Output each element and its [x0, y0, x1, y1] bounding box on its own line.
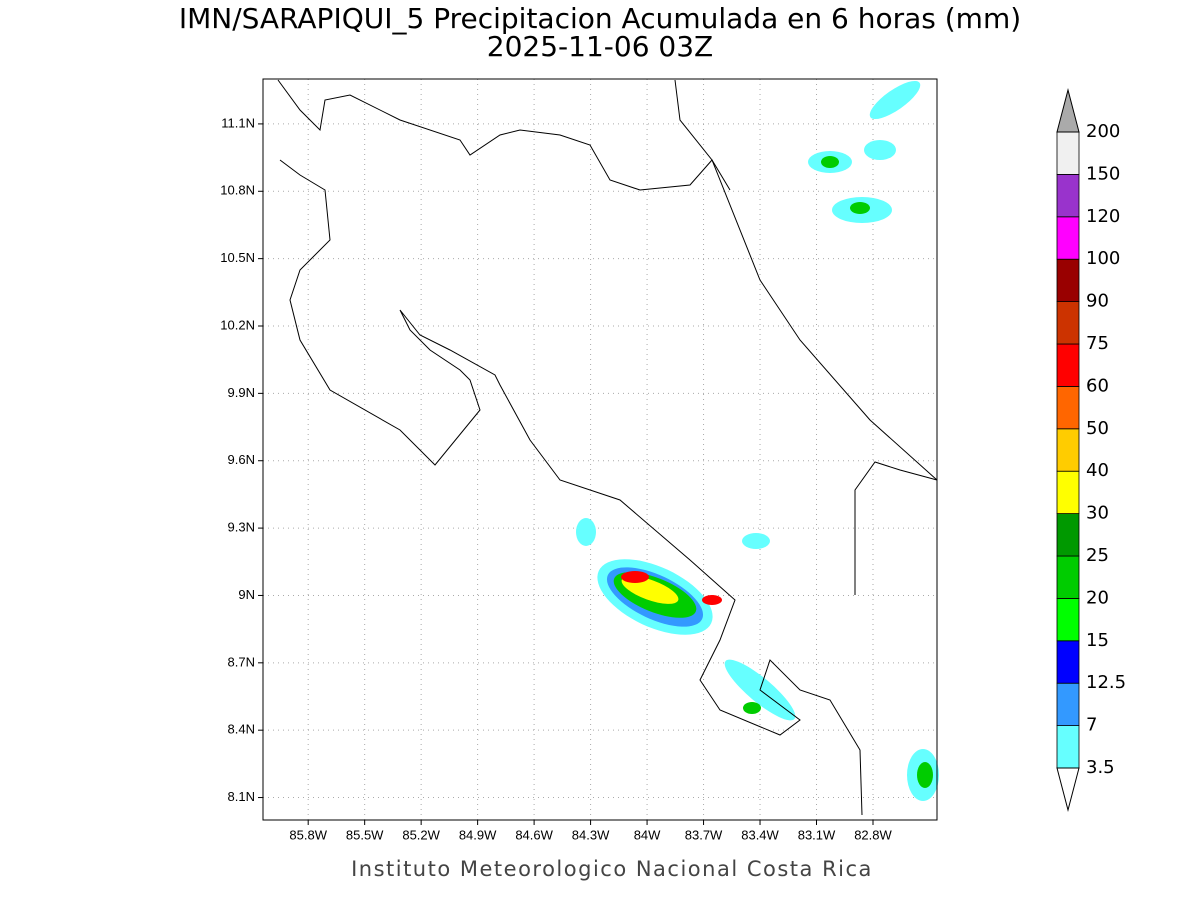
colorbar-box: [1056, 216, 1080, 260]
y-tick-label: 8.7N: [228, 654, 255, 669]
colorbar-box: [1056, 428, 1080, 472]
rain-area: [621, 576, 679, 604]
rain-area: [869, 80, 921, 120]
colorbar-over: [1056, 88, 1080, 133]
coast: [674, 79, 938, 481]
colorbar-label: 15: [1086, 630, 1109, 651]
rain-area: [850, 202, 870, 214]
colorbar-label: 90: [1086, 291, 1109, 312]
colorbar-under: [1056, 767, 1080, 812]
coast: [277, 79, 731, 191]
x-tick-label: 85.8W: [289, 827, 327, 842]
coastline: [277, 79, 938, 816]
coast: [279, 159, 863, 816]
y-tick-label: 10.8N: [220, 183, 255, 198]
y-tick-label: 9.3N: [228, 520, 255, 535]
y-tick-label: 8.4N: [228, 722, 255, 737]
y-tick-label: 10.5N: [220, 250, 255, 265]
colorbar-label: 30: [1086, 503, 1109, 524]
colorbar-box: [1056, 725, 1080, 769]
colorbar: 3.5 7 12.5 15 20 25 30 40 50 60 75 90 100 120 150 200: [1056, 88, 1126, 812]
x-tick-label: 84.3W: [572, 827, 610, 842]
colorbar-label: 200: [1086, 121, 1120, 142]
footer: Instituto Meteorologico Nacional Costa R…: [351, 857, 873, 881]
colorbar-label: 12.5: [1086, 672, 1126, 693]
grid: [263, 79, 937, 820]
colorbar-label: 20: [1086, 587, 1109, 608]
rain-area: [917, 762, 933, 788]
colorbar-label: 40: [1086, 460, 1109, 481]
colorbar-label: 7: [1086, 715, 1097, 736]
border: [854, 461, 938, 595]
rain-area: [743, 702, 761, 714]
colorbar-box: [1056, 513, 1080, 557]
colorbar-box: [1056, 470, 1080, 515]
rain-area: [864, 140, 896, 160]
x-tick-label: 84.6W: [515, 827, 553, 842]
colorbar-label: 50: [1086, 418, 1109, 439]
colorbar-box: [1056, 682, 1080, 727]
precipitation: [576, 80, 939, 801]
colorbar-box: [1056, 258, 1080, 303]
colorbar-label: 3.5: [1086, 757, 1115, 778]
x-tick-label: 84.9W: [459, 827, 497, 842]
x-tick-label: 85.2W: [402, 827, 440, 842]
colorbar-box: [1056, 555, 1080, 599]
colorbar-box: [1056, 598, 1080, 642]
y-tick-label: 9N: [238, 587, 255, 602]
rain-area: [621, 571, 649, 583]
x-tick-label: 83.1W: [798, 827, 836, 842]
x-tick-label: 82.8W: [854, 827, 892, 842]
rain-area: [702, 595, 722, 605]
rain-area: [576, 518, 596, 546]
colorbar-box: [1056, 131, 1080, 175]
colorbar-label: 100: [1086, 248, 1120, 269]
map-frame: [262, 78, 938, 821]
colorbar-box: [1056, 173, 1080, 218]
colorbar-box: [1056, 301, 1080, 345]
colorbar-label: 75: [1086, 333, 1109, 354]
rain-area: [821, 156, 839, 168]
y-tick-label: 11.1N: [221, 115, 255, 130]
y-tick-label: 9.9N: [228, 385, 255, 400]
y-tick-label: 9.6N: [228, 452, 255, 467]
title: IMN/SARAPIQUI_5 Precipitacion Acumulada …: [179, 2, 1021, 35]
colorbar-label: 60: [1086, 375, 1109, 396]
y-tick-label: 8.1N: [228, 789, 255, 804]
rain-area: [742, 533, 770, 549]
colorbar-box: [1056, 343, 1080, 387]
colorbar-label: 25: [1086, 545, 1109, 566]
colorbar-box: [1056, 640, 1080, 684]
subtitle: 2025-11-06 03Z: [487, 30, 713, 63]
colorbar-label: 120: [1086, 206, 1120, 227]
axes: 85.8W 85.5W 85.2W 84.9W 84.6W 84.3W 84W 83.7W 83…: [220, 115, 892, 842]
x-tick-label: 84W: [634, 827, 661, 842]
x-tick-label: 85.5W: [346, 827, 384, 842]
colorbar-label: 150: [1086, 163, 1120, 184]
y-tick-label: 10.2N: [220, 317, 255, 332]
x-tick-label: 83.7W: [685, 827, 723, 842]
colorbar-box: [1056, 385, 1080, 430]
x-tick-label: 83.4W: [741, 827, 779, 842]
